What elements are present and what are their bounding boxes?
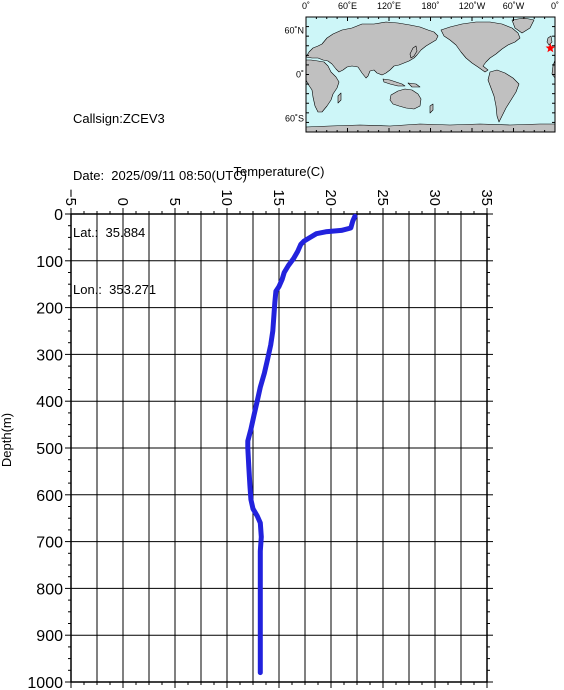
y-tick-label: 1000 (27, 675, 63, 690)
map-land (305, 17, 556, 133)
latitude-label: Lat.: 35.884 (73, 225, 146, 240)
y-tick-label: 900 (36, 628, 63, 645)
x-tick-label: 15 (270, 189, 287, 206)
map-latitude-label: 60˚N (284, 26, 304, 36)
indonesia-shape (382, 78, 406, 87)
map-longitude-labels: 0˚ 60˚E 120˚E 180˚ 120˚W 60˚W 0˚ (302, 1, 559, 11)
map-longitude-label: 60˚E (338, 1, 357, 11)
map-longitude-label: 120˚W (459, 1, 486, 11)
madagascar-shape (337, 92, 342, 104)
x-tick-labels: −5 0 5 10 15 20 25 30 35 (62, 189, 495, 206)
x-tick-label: −5 (62, 189, 79, 206)
map-longitude-label: 60˚W (503, 1, 525, 11)
eurasia-shape (305, 21, 439, 79)
y-tick-label: 500 (36, 441, 63, 458)
x-tick-label: 35 (478, 189, 495, 206)
y-tick-label: 600 (36, 488, 63, 505)
uk-shape (546, 35, 553, 46)
x-tick-label: 25 (374, 189, 391, 206)
x-tick-label: 20 (322, 189, 339, 206)
map-latitude-label: 0˚ (296, 70, 304, 80)
map-longitude-label: 180˚ (421, 1, 439, 11)
y-tick-label: 700 (36, 535, 63, 552)
y-tick-label: 200 (36, 301, 63, 318)
south-america-shape (487, 69, 520, 123)
map-latitude-labels: 60˚N 0˚ 60˚S (284, 26, 304, 124)
australia-shape (389, 88, 422, 110)
x-tick-label: 5 (166, 198, 183, 206)
world-map: 0˚ 60˚E 120˚E 180˚ 120˚W 60˚W 0˚ 60˚N 0˚ 60˚S (284, 1, 559, 133)
y-tick-label: 800 (36, 581, 63, 598)
y-tick-labels: 0 100 200 300 400 500 600 700 800 900 1000 (27, 207, 63, 690)
new-guinea-shape (407, 82, 421, 88)
date-label: Date: 2025/09/11 08:50(UTC) (73, 168, 247, 183)
callsign-label: Callsign:ZCEV3 (73, 111, 165, 126)
y-axis-label: Depth(m) (0, 413, 14, 467)
x-tick-label: 0 (114, 198, 131, 206)
map-longitude-label: 0˚ (302, 1, 310, 11)
plot-frame (70, 213, 488, 683)
position-marker-icon (545, 43, 556, 53)
x-tick-label: 30 (426, 189, 443, 206)
chart-grid (71, 214, 487, 682)
japan-shape (409, 45, 418, 59)
y-tick-label: 100 (36, 254, 63, 271)
y-tick-label: 300 (36, 347, 63, 364)
map-latitude-label: 60˚S (285, 114, 304, 124)
temperature-profile-line (245, 213, 358, 676)
x-tick-label: 10 (218, 189, 235, 206)
new-zealand-shape (429, 103, 434, 114)
y-tick-label: 0 (54, 207, 63, 224)
y-tick-label: 400 (36, 394, 63, 411)
x-axis-label: Temperature(C) (233, 164, 324, 179)
station-info: Callsign:ZCEV3 Date: 2025/09/11 08:50(UT… (73, 71, 247, 318)
map-longitude-label: 0˚ (551, 1, 559, 11)
temperature-profile-chart: −5 0 5 10 15 20 25 30 35 01002003004005006007008… (0, 164, 495, 690)
map-longitude-label: 120˚E (377, 1, 401, 11)
map-ticks (305, 16, 556, 133)
africa-shape (305, 59, 340, 113)
longitude-label: Lon.: 353.271 (73, 282, 157, 297)
north-america-shape (440, 21, 521, 73)
